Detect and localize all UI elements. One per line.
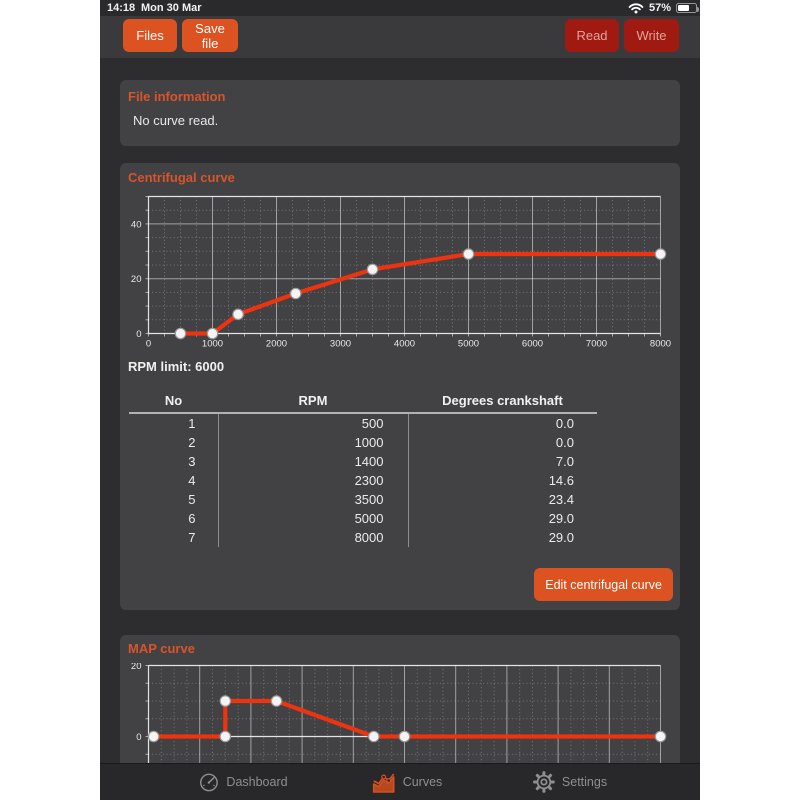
table-cell: 5000 — [217, 509, 408, 528]
svg-text:0: 0 — [136, 329, 141, 340]
table-cell: 0.0 — [407, 433, 597, 452]
file-information-message: No curve read. — [133, 113, 219, 128]
status-date: Mon 30 Mar — [141, 2, 202, 14]
table-cell: 29.0 — [407, 528, 597, 547]
gear-icon — [533, 771, 555, 793]
svg-text:1000: 1000 — [202, 339, 223, 350]
tab-dashboard-label: Dashboard — [226, 775, 288, 789]
table-header-row: No RPM Degrees crankshaft — [129, 393, 597, 414]
table-cell: 7 — [188, 530, 196, 545]
table-cell: 1 — [188, 416, 196, 431]
svg-text:40: 40 — [131, 219, 142, 230]
map-curve-title: MAP curve — [128, 641, 195, 656]
tab-dashboard[interactable]: Dashboard — [198, 764, 288, 800]
status-right-cluster: 57% — [628, 2, 699, 14]
svg-text:5000: 5000 — [458, 339, 479, 350]
battery-nub — [697, 6, 699, 12]
svg-text:0: 0 — [136, 732, 141, 743]
status-time: 14:18 — [107, 2, 136, 14]
tab-settings-label: Settings — [561, 775, 608, 789]
tab-curves[interactable]: Curves — [372, 764, 443, 800]
table-header-no: No — [129, 393, 218, 414]
table-cell: 23.4 — [407, 490, 597, 509]
table-cell: 1400 — [217, 452, 408, 471]
tab-settings[interactable]: Settings — [533, 764, 607, 800]
svg-text:8000: 8000 — [650, 339, 671, 350]
file-information-panel: File information No curve read. — [120, 80, 680, 146]
table-cell: 6 — [188, 511, 196, 526]
map-curve-chart: 0 20 — [131, 663, 667, 773]
table-header-rpm: RPM — [218, 393, 408, 414]
table-row: 6 5000 29.0 — [129, 509, 597, 528]
table-row: 7 8000 29.0 — [129, 528, 597, 547]
battery-fill — [678, 5, 689, 11]
wifi-icon — [628, 2, 644, 14]
table-cell: 3500 — [217, 490, 408, 509]
table-cell: 7.0 — [407, 452, 597, 471]
write-button[interactable]: Write — [624, 19, 679, 52]
table-cell: 500 — [217, 413, 408, 433]
status-bar: 14:18 Mon 30 Mar 57% — [100, 0, 700, 16]
tab-bar: Dashboard Curves — [100, 763, 700, 800]
table-cell: 0.0 — [407, 413, 597, 433]
file-information-title: File information — [128, 89, 226, 104]
table-cell: 5 — [188, 492, 196, 507]
battery-percent: 57% — [648, 2, 671, 14]
svg-text:6000: 6000 — [522, 339, 543, 350]
svg-text:20: 20 — [131, 663, 142, 672]
centrifugal-curve-chart: 0 1000 2000 3000 4000 5000 6000 7000 8000 0 20 40 — [131, 195, 671, 350]
svg-text:2000: 2000 — [266, 339, 287, 350]
table-row: 2 1000 0.0 — [129, 433, 597, 452]
table-header-degrees: Degrees crankshaft — [408, 393, 597, 414]
toolbar: Files Save file Read Write — [100, 16, 700, 58]
table-cell: 29.0 — [407, 509, 597, 528]
svg-text:7000: 7000 — [586, 339, 607, 350]
app-window: 14:18 Mon 30 Mar 57% Files — [100, 0, 700, 800]
table-row: 1 500 0.0 — [129, 413, 597, 433]
svg-text:4000: 4000 — [394, 339, 415, 350]
table-row: 5 3500 23.4 — [129, 490, 597, 509]
svg-text:3000: 3000 — [330, 339, 351, 350]
table-cell: 3 — [188, 454, 196, 469]
edit-centrifugal-curve-button[interactable]: Edit centrifugal curve — [534, 568, 673, 601]
table-row: 3 1400 7.0 — [129, 452, 597, 471]
centrifugal-curve-title: Centrifugal curve — [128, 170, 235, 185]
dashboard-icon — [198, 772, 219, 793]
svg-text:0: 0 — [146, 339, 151, 350]
table-row: 4 2300 14.6 — [129, 471, 597, 490]
table-cell: 1000 — [217, 433, 408, 452]
table-cell: 8000 — [217, 528, 408, 547]
table-cell: 2 — [188, 435, 196, 450]
curves-icon — [372, 772, 396, 793]
tab-curves-label: Curves — [402, 775, 443, 789]
read-button[interactable]: Read — [565, 19, 619, 52]
files-button[interactable]: Files — [123, 19, 177, 52]
centrifugal-table: No RPM Degrees crankshaft 1 500 0.0 2 1000 0.… — [129, 393, 597, 547]
table-cell: 14.6 — [407, 471, 597, 490]
save-file-button[interactable]: Save file — [182, 19, 238, 52]
rpm-limit-label: RPM limit: 6000 — [128, 359, 225, 374]
table-cell: 2300 — [217, 471, 408, 490]
centrifugal-curve-panel: Centrifugal curve 0 1000 2000 3000 4000 5000 6… — [120, 163, 680, 610]
svg-text:20: 20 — [131, 274, 142, 285]
battery-icon — [676, 3, 699, 13]
table-cell: 4 — [188, 473, 196, 488]
